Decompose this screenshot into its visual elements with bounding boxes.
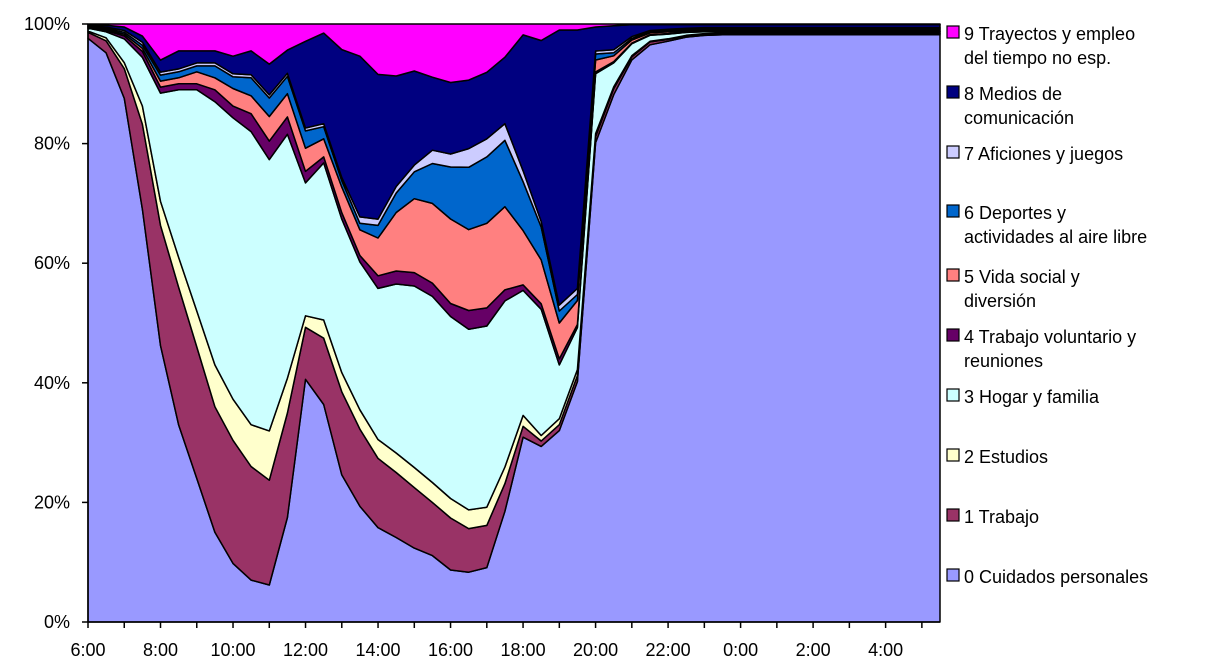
- legend-label: 5 Vida social y diversión: [964, 267, 1080, 311]
- legend-swatch: [946, 268, 960, 282]
- legend-swatch: [946, 25, 960, 39]
- x-tick-label: 18:00: [501, 640, 546, 660]
- legend-item: 4 Trabajo voluntario y reuniones: [946, 327, 1136, 371]
- y-axis-ticks: 0% 20% 40% 60% 80% 100%: [24, 14, 88, 632]
- legend-item: 2 Estudios: [946, 447, 1048, 467]
- legend-label: 8 Medios de comunicación: [964, 84, 1074, 128]
- legend-swatch: [946, 85, 960, 99]
- y-tick-label: 0%: [44, 612, 70, 632]
- legend-swatch: [946, 448, 960, 462]
- x-tick-label: 8:00: [143, 640, 178, 660]
- legend-swatch: [946, 204, 960, 218]
- x-tick-label: 16:00: [428, 640, 473, 660]
- y-tick-label: 20%: [34, 492, 70, 512]
- legend-item: 9 Trayectos y empleo del tiempo no esp.: [946, 24, 1135, 68]
- y-tick-label: 60%: [34, 253, 70, 273]
- x-tick-label: 14:00: [356, 640, 401, 660]
- x-tick-label: 6:00: [70, 640, 105, 660]
- x-tick-label: 0:00: [723, 640, 758, 660]
- legend-label: 6 Deportes y actividades al aire libre: [964, 203, 1147, 247]
- legend-item: 7 Aficiones y juegos: [946, 144, 1123, 164]
- x-tick-label: 10:00: [210, 640, 255, 660]
- legend-swatch: [946, 145, 960, 159]
- legend-label: 4 Trabajo voluntario y reuniones: [964, 327, 1136, 371]
- legend-label: 0 Cuidados personales: [964, 567, 1148, 587]
- x-tick-label: 2:00: [796, 640, 831, 660]
- legend-swatch: [946, 568, 960, 582]
- y-tick-label: 100%: [24, 14, 70, 34]
- legend-item: 5 Vida social y diversión: [946, 267, 1080, 311]
- legend-swatch: [946, 388, 960, 402]
- chart-axes: [87, 24, 940, 623]
- area-series-group: [87, 23, 941, 623]
- legend-item: 1 Trabajo: [946, 507, 1039, 527]
- legend-item: 6 Deportes y actividades al aire libre: [946, 203, 1147, 247]
- x-axis-ticks: 6:00 8:00 10:00 12:00 14:00 16:00 18:00 20:00 22…: [70, 622, 923, 660]
- x-tick-label: 12:00: [283, 640, 328, 660]
- legend-swatch: [946, 508, 960, 522]
- x-tick-label: 20:00: [573, 640, 618, 660]
- y-tick-label: 40%: [34, 373, 70, 393]
- legend-label: 1 Trabajo: [964, 507, 1039, 527]
- area-series-9: [87, 23, 941, 84]
- y-tick-label: 80%: [34, 134, 70, 154]
- x-tick-label: 22:00: [646, 640, 691, 660]
- legend-label: 2 Estudios: [964, 447, 1048, 467]
- legend-label: 3 Hogar y familia: [964, 387, 1100, 407]
- legend-label: 7 Aficiones y juegos: [964, 144, 1123, 164]
- x-tick-label: 4:00: [868, 640, 903, 660]
- legend: 9 Trayectos y empleo del tiempo no esp. 8 …: [946, 24, 1148, 587]
- legend-item: 0 Cuidados personales: [946, 567, 1148, 587]
- legend-swatch: [946, 328, 960, 342]
- legend-item: 3 Hogar y familia: [946, 387, 1100, 407]
- legend-item: 8 Medios de comunicación: [946, 84, 1074, 128]
- legend-label: 9 Trayectos y empleo del tiempo no esp.: [964, 24, 1135, 68]
